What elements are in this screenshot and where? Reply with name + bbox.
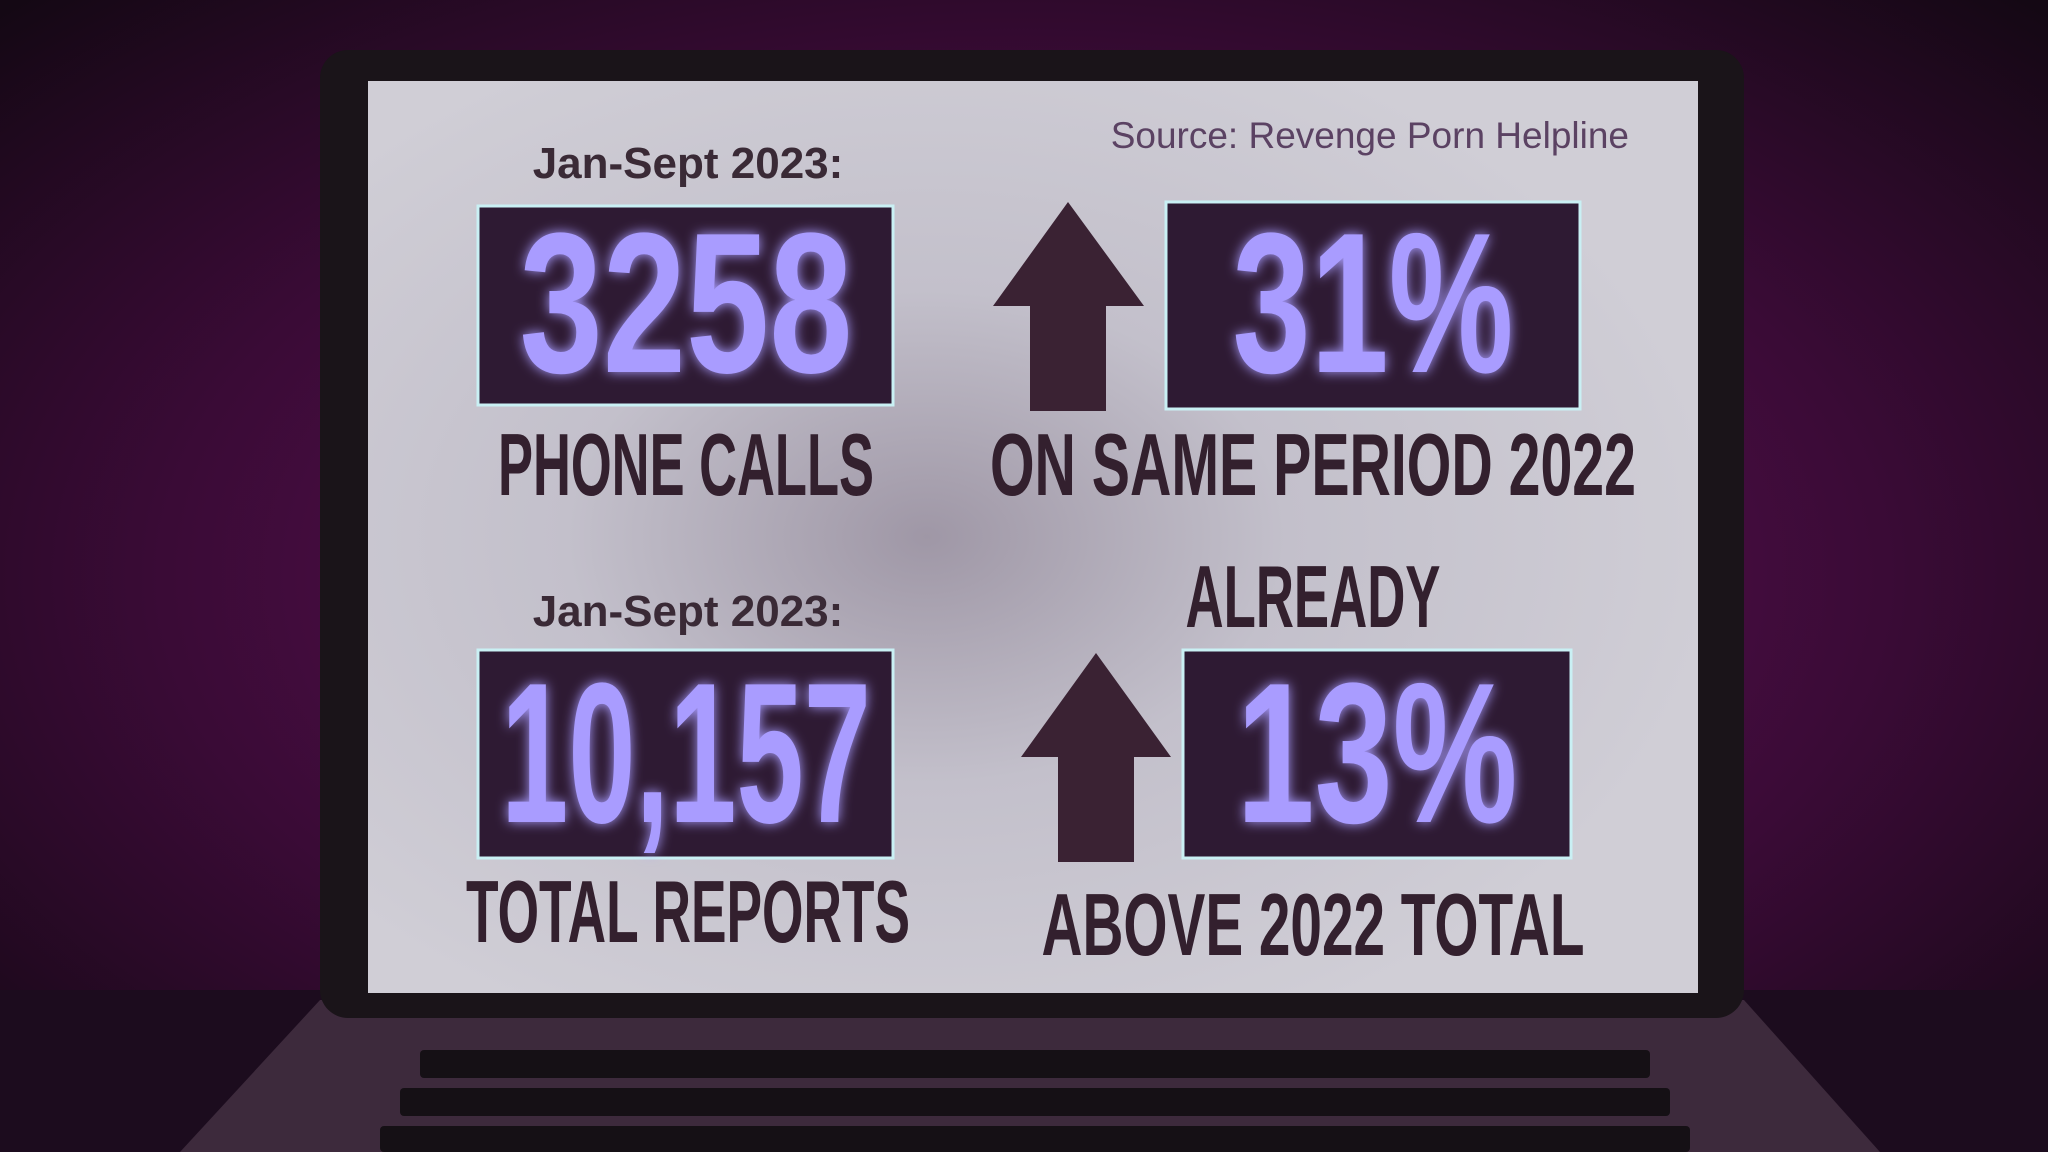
source: Source: Revenge Porn Helpline <box>1111 115 1629 156</box>
up-arrow <box>1021 653 1171 862</box>
change-label: ON SAME PERIOD 2022 <box>990 415 1636 514</box>
key-row <box>400 1088 1670 1116</box>
period: Jan-Sept 2023: <box>533 139 844 188</box>
stat-value: 10,157 <box>501 642 871 865</box>
change-value: 31% <box>1233 192 1514 415</box>
change-box <box>1181 648 1573 860</box>
change-value: 13% <box>1237 642 1518 865</box>
stat-value: 3258 <box>520 192 853 415</box>
change-box <box>1164 200 1582 411</box>
up-arrow <box>993 202 1144 411</box>
change-prefix: ALREADY <box>1186 547 1441 646</box>
period: Jan-Sept 2023: <box>533 587 844 636</box>
stat-label: PHONE CALLS <box>498 415 874 514</box>
stat-box <box>476 204 895 407</box>
change-label: ABOVE 2022 TOTAL <box>1042 875 1585 974</box>
key-row <box>380 1126 1690 1152</box>
key-row <box>420 1050 1650 1078</box>
keyboard <box>380 1050 1690 1152</box>
stat-box <box>476 648 895 860</box>
stat-label: TOTAL REPORTS <box>466 862 910 961</box>
